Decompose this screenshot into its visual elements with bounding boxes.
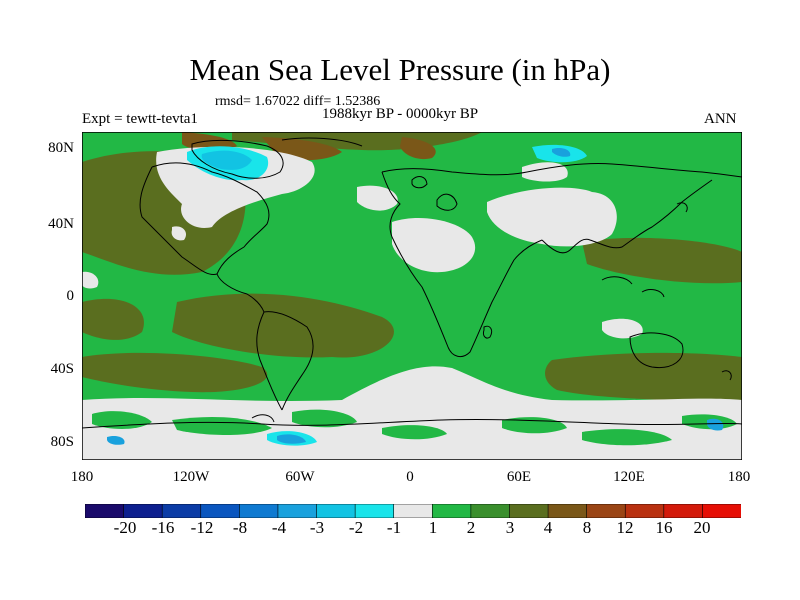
lon-label-60w: 60W bbox=[285, 469, 315, 485]
colorbar-swatch bbox=[393, 504, 433, 518]
colorbar-swatch bbox=[431, 504, 472, 518]
map-title: Mean Sea Level Pressure (in hPa) bbox=[189, 52, 611, 87]
lon-label-180e: 180 bbox=[727, 469, 751, 485]
coastlines bbox=[82, 137, 742, 429]
colorbar-swatch bbox=[316, 504, 356, 518]
colorbar-label: -12 bbox=[190, 518, 214, 537]
colorbar-swatch bbox=[85, 504, 125, 518]
lat-label-40s: 40S bbox=[50, 361, 74, 377]
near-zero-regions bbox=[82, 146, 742, 460]
colorbar-label: 1 bbox=[428, 518, 438, 537]
colorbar-label: 2 bbox=[466, 518, 476, 537]
colorbar-swatch bbox=[586, 504, 626, 518]
lon-label-180w: 180 bbox=[70, 469, 94, 485]
colorbar-swatch bbox=[624, 504, 665, 518]
colorbar-label: 3 bbox=[505, 518, 515, 537]
lon-label-0: 0 bbox=[406, 469, 414, 485]
colorbar-label: 16 bbox=[655, 518, 673, 537]
stats-label: rmsd= 1.67022 diff= 1.52386 bbox=[215, 94, 381, 109]
colorbar-label: -3 bbox=[309, 518, 325, 537]
lat-label-40n: 40N bbox=[48, 216, 74, 232]
lat-label-80n: 80N bbox=[48, 140, 74, 156]
colorbar-swatch bbox=[161, 504, 202, 518]
colorbar-label: 20 bbox=[693, 518, 711, 537]
lat-label-80s: 80S bbox=[50, 434, 74, 450]
pressure-map bbox=[82, 132, 742, 460]
colorbar-swatch bbox=[354, 504, 395, 518]
season-label: ANN bbox=[704, 111, 737, 127]
colorbar-label: -2 bbox=[348, 518, 364, 537]
lon-label-60e: 60E bbox=[506, 469, 532, 485]
colorbar-label: -1 bbox=[386, 518, 402, 537]
lon-label-120w: 120W bbox=[172, 469, 210, 485]
lat-label-equator: 0 bbox=[66, 288, 75, 304]
colorbar-label: 8 bbox=[582, 518, 592, 537]
colorbar-swatch bbox=[470, 504, 511, 518]
colorbar-swatch bbox=[123, 504, 163, 518]
colorbar-swatch bbox=[547, 504, 588, 518]
colorbar-label: -20 bbox=[113, 518, 137, 537]
colorbar-swatch bbox=[702, 504, 741, 518]
colorbar-label: -8 bbox=[232, 518, 248, 537]
period-label: 1988kyr BP - 0000kyr BP bbox=[322, 106, 479, 122]
colorbar-swatch bbox=[200, 504, 240, 518]
colorbar bbox=[85, 504, 741, 518]
colorbar-label: -4 bbox=[271, 518, 287, 537]
experiment-label: Expt = tewtt-tevta1 bbox=[82, 111, 198, 127]
colorbar-swatch bbox=[277, 504, 318, 518]
colorbar-label: 4 bbox=[543, 518, 553, 537]
colorbar-label: 12 bbox=[616, 518, 634, 537]
colorbar-swatch bbox=[239, 504, 279, 518]
colorbar-swatch bbox=[509, 504, 549, 518]
lon-label-120e: 120E bbox=[613, 469, 645, 485]
colorbar-swatch bbox=[663, 504, 704, 518]
colorbar-label: -16 bbox=[151, 518, 175, 537]
negative-anomaly-regions bbox=[107, 144, 724, 446]
